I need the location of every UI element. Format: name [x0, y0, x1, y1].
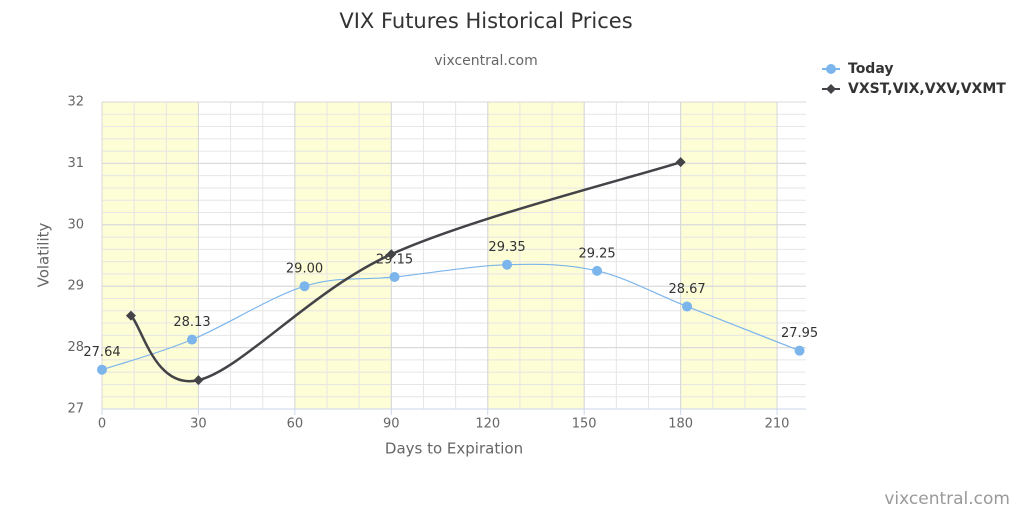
series-line [101, 263, 800, 371]
data-point [386, 249, 397, 260]
plot-band [680, 102, 778, 409]
plot-band [487, 102, 585, 409]
data-label: 27.95 [781, 326, 818, 341]
y-tick-label: 32 [67, 95, 84, 110]
x-tick-label: 90 [383, 417, 400, 432]
x-axis-label: Days to Expiration [385, 440, 523, 458]
credits: vixcentral.com [884, 489, 1010, 509]
x-tick-label: 30 [190, 417, 207, 432]
y-axis-label: Volatility [35, 222, 53, 287]
chart-subtitle: vixcentral.com [434, 53, 537, 69]
legend-label[interactable]: Today [848, 61, 893, 77]
x-tick-label: 210 [765, 417, 790, 432]
y-tick-label: 29 [67, 279, 84, 294]
data-label: 28.67 [668, 282, 705, 297]
y-tick-label: 28 [67, 340, 84, 355]
data-label: 29.00 [286, 262, 323, 277]
data-label: 29.35 [488, 240, 525, 255]
data-point [682, 301, 693, 312]
data-point [193, 375, 204, 386]
y-tick-label: 31 [67, 156, 84, 171]
data-point [502, 259, 513, 270]
legend-label[interactable]: VXST,VIX,VXV,VXMT [848, 81, 1006, 97]
data-point [125, 310, 136, 321]
data-label: 27.64 [83, 345, 120, 360]
data-label: 29.25 [578, 246, 615, 261]
data-point [592, 265, 603, 276]
data-point [389, 271, 400, 282]
y-tick-label: 30 [67, 217, 84, 232]
data-point [299, 281, 310, 292]
x-tick-label: 150 [572, 417, 597, 432]
series-line [129, 160, 682, 383]
plot-band [102, 102, 199, 409]
x-tick-label: 120 [475, 417, 500, 432]
data-point [794, 345, 805, 356]
data-point [675, 157, 686, 168]
y-tick-label: 27 [67, 402, 84, 417]
data-label: 28.13 [173, 315, 210, 330]
chart-title: VIX Futures Historical Prices [339, 9, 632, 33]
legend-symbol [826, 64, 836, 74]
data-point [97, 364, 107, 375]
plot-band [294, 102, 392, 409]
data-point [187, 334, 198, 345]
x-tick-label: 0 [98, 417, 106, 432]
x-tick-label: 180 [668, 417, 693, 432]
x-tick-label: 60 [287, 417, 304, 432]
legend-symbol [826, 84, 836, 94]
